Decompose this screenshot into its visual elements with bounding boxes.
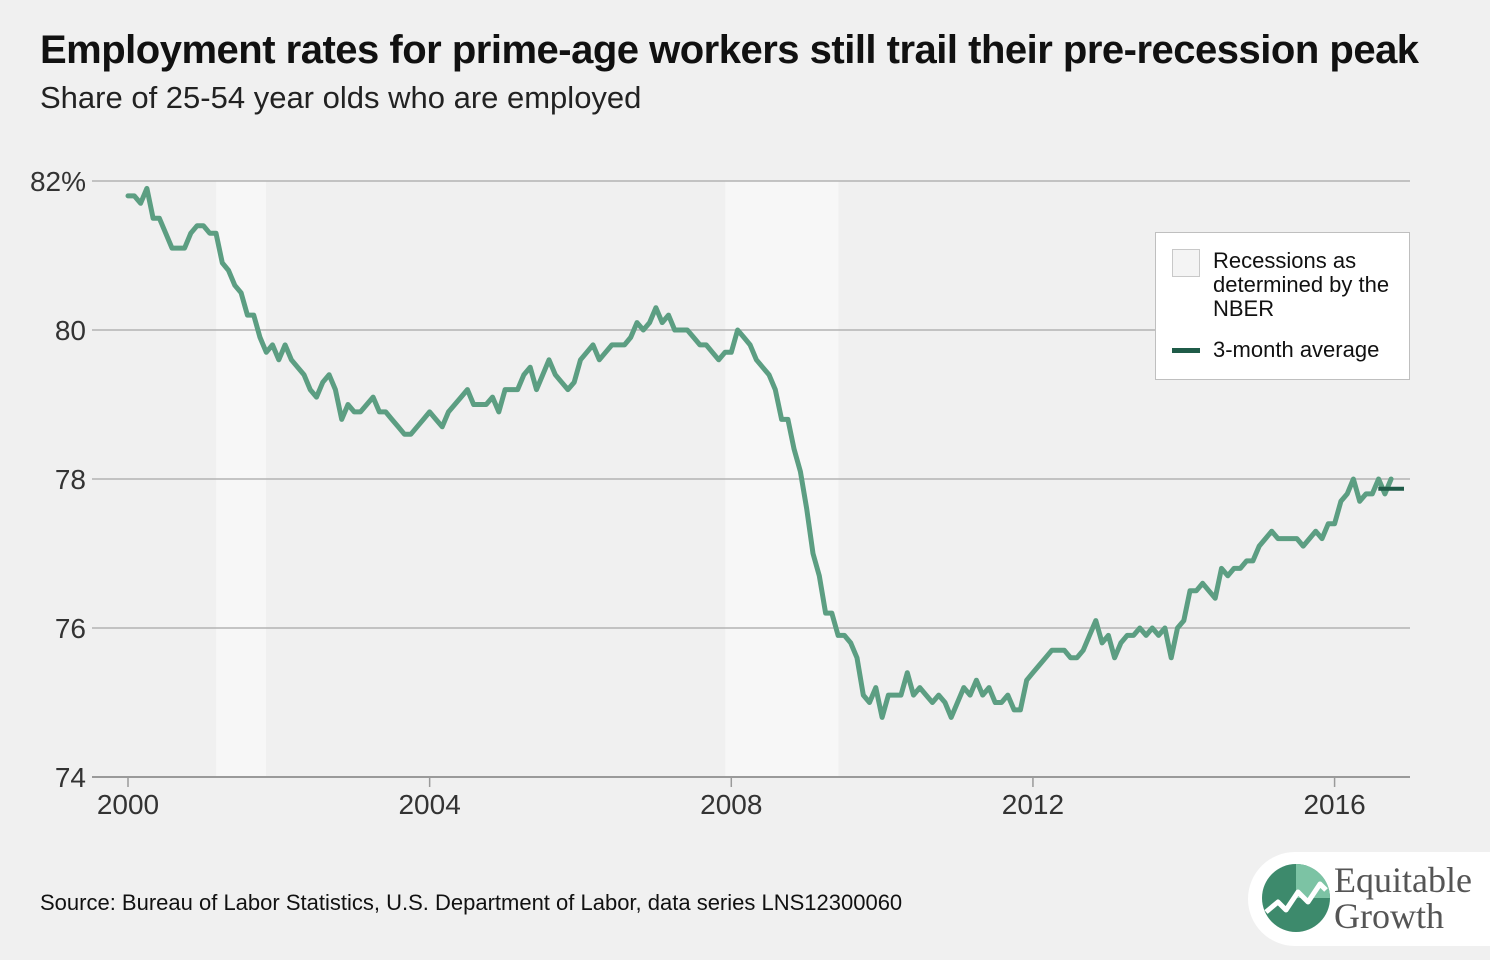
series-lines [125,185,1404,720]
equitable-growth-logo-icon [1262,864,1330,932]
x-axis-ticks: 2000 2004 2008 2012 2016 [97,777,1366,820]
x-tick-label: 2004 [398,789,460,820]
x-tick-label: 2008 [700,789,762,820]
logo-line-1: Equitable [1334,860,1472,900]
equitable-growth-logo: Equitable Growth [1248,852,1490,946]
y-tick-label: 78 [55,464,86,495]
x-tick-label: 2012 [1002,789,1064,820]
x-tick-label: 2000 [97,789,159,820]
y-tick-label: 74 [55,762,86,793]
legend-average-swatch [1172,348,1200,353]
chart-subtitle: Share of 25-54 year olds who are employe… [40,80,642,115]
legend-recession-label: Recessions as determined by the NBER [1213,248,1390,321]
gridlines [92,180,1410,778]
x-tick-label: 2016 [1303,789,1365,820]
chart-legend: Recessions as determined by the NBER 3-m… [1155,232,1410,380]
series-line-employment-rate [125,185,1394,720]
y-tick-label: 76 [55,613,86,644]
y-tick-label: 80 [55,315,86,346]
source-note: Source: Bureau of Labor Statistics, U.S.… [40,890,903,915]
legend-recession-swatch [1172,249,1200,277]
chart-title: Employment rates for prime-age workers s… [40,28,1419,72]
logo-line-2: Growth [1334,896,1444,936]
logo-wordmark: Equitable Growth [1334,862,1472,934]
y-axis-ticks: 74 76 78 80 82% [30,166,86,793]
y-tick-label: 82% [30,166,86,197]
legend-average-label: 3-month average [1213,337,1380,362]
